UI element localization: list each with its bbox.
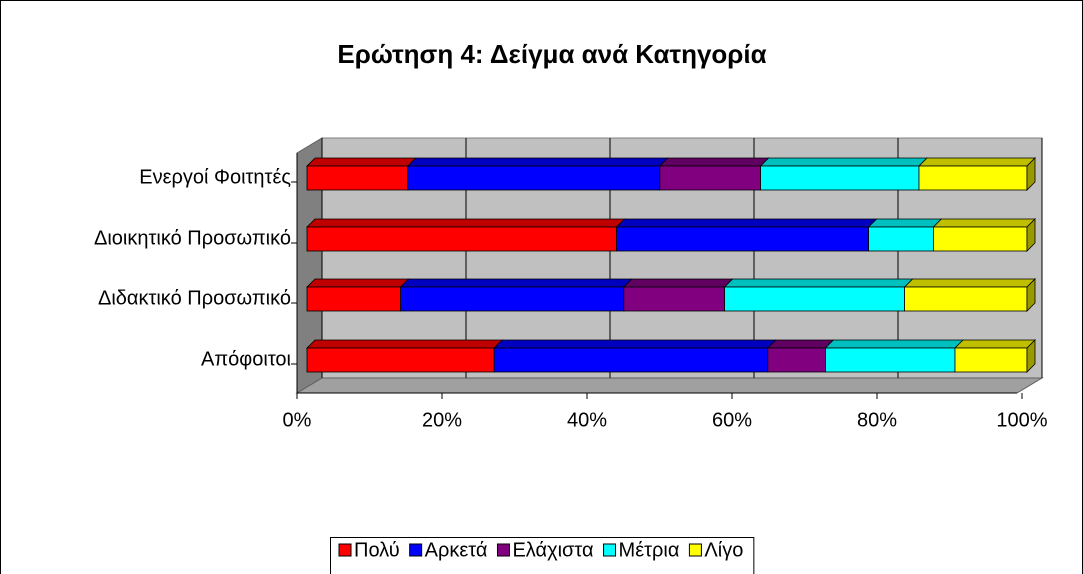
bar-top: [954, 339, 1036, 349]
legend-swatch: [496, 543, 510, 557]
bar: [306, 347, 495, 373]
bar: [724, 286, 905, 312]
bar-top: [493, 339, 777, 349]
bar: [904, 286, 1028, 312]
bar-end: [1026, 218, 1036, 252]
legend-swatch: [688, 543, 702, 557]
legend-swatch: [603, 543, 617, 557]
bar-top: [406, 157, 669, 167]
x-tick-label: 20%: [422, 409, 462, 431]
bar-top: [759, 157, 928, 167]
bar-top: [306, 157, 417, 167]
chart-title: Ερώτηση 4: Δείγμα ανά Κατηγορία: [337, 39, 766, 69]
legend-label: Πολύ: [354, 539, 400, 561]
bar: [954, 347, 1028, 373]
bar: [623, 286, 725, 312]
bar: [306, 286, 401, 312]
bar: [659, 165, 761, 191]
bar: [306, 165, 409, 191]
bar: [918, 165, 1028, 191]
legend-swatch: [338, 543, 352, 557]
x-tick-label: 80%: [857, 409, 897, 431]
y-tick-label: Ενεργοί Φοιτητές: [139, 166, 291, 188]
bar-top: [766, 339, 835, 349]
legend-swatch: [409, 543, 423, 557]
bar-top: [903, 278, 1036, 288]
bar: [760, 165, 920, 191]
bar: [933, 226, 1028, 252]
bar-top: [867, 218, 943, 228]
y-tick-label: Διδακτικό Προσωπικό: [98, 287, 291, 309]
bar: [407, 165, 661, 191]
x-tick-label: 0%: [283, 409, 312, 431]
bar: [306, 226, 618, 252]
bar-top: [399, 278, 633, 288]
bar: [825, 347, 956, 373]
bar: [493, 347, 769, 373]
legend-label: Λίγο: [704, 539, 743, 561]
floor: [295, 377, 1044, 394]
x-tick-label: 100%: [996, 409, 1047, 431]
legend-box: [330, 537, 755, 574]
bar: [616, 226, 869, 252]
bar-top: [824, 339, 964, 349]
bar: [767, 347, 826, 373]
bar: [400, 286, 625, 312]
bar-end: [1026, 157, 1036, 191]
bar-top: [622, 278, 734, 288]
legend-label: Μέτρια: [619, 539, 680, 561]
bar: [868, 226, 934, 252]
bar-top: [306, 339, 504, 349]
bar-top: [932, 218, 1036, 228]
bar-top: [918, 157, 1036, 167]
bar-top: [615, 218, 878, 228]
bar-top: [658, 157, 770, 167]
bar-end: [1026, 339, 1036, 373]
y-tick-label: Διοικητικό Προσωπικό: [94, 227, 291, 249]
bar-top: [306, 278, 410, 288]
bar-top: [723, 278, 914, 288]
legend-label: Ελάχιστα: [512, 539, 593, 561]
y-tick-label: Απόφοιτοι: [201, 348, 291, 370]
legend-label: Αρκετά: [425, 539, 488, 561]
bar-end: [1026, 278, 1036, 312]
x-tick-label: 40%: [567, 409, 607, 431]
x-tick-label: 60%: [712, 409, 752, 431]
bar-top: [306, 218, 626, 228]
